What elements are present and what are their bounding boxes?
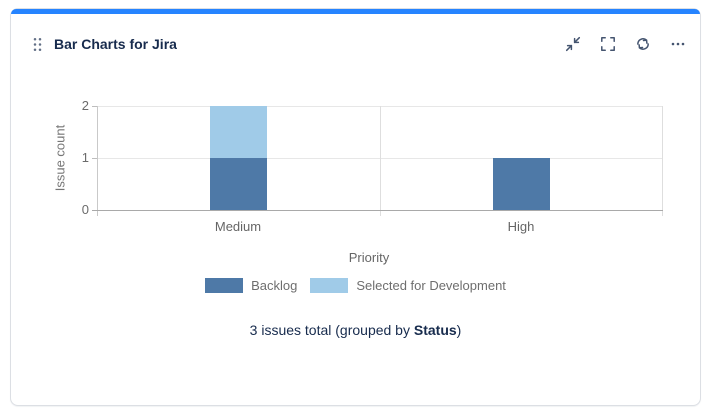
more-options-icon <box>671 42 685 46</box>
y-tick-label: 0 <box>81 202 89 217</box>
fullscreen-button[interactable] <box>594 30 622 58</box>
refresh-button[interactable] <box>629 30 657 58</box>
gadget-accent-bar <box>11 9 700 14</box>
x-axis-title: Priority <box>348 250 390 265</box>
gadget-card: Bar Charts for Jira <box>10 8 701 406</box>
y-axis-line <box>97 106 98 216</box>
bar-segment-backlog[interactable] <box>493 158 550 210</box>
legend: Backlog Selected for Development <box>11 278 700 293</box>
gadget-header: Bar Charts for Jira <box>11 14 700 58</box>
bar-segment-selected-for-development[interactable] <box>210 106 267 158</box>
legend-label: Selected for Development <box>356 278 506 293</box>
x-axis-line <box>92 210 663 211</box>
header-actions <box>559 30 692 58</box>
minimize-button[interactable] <box>559 30 587 58</box>
category-divider-line <box>380 106 381 216</box>
x-tick-medium: Medium <box>214 219 262 234</box>
more-options-button[interactable] <box>664 30 692 58</box>
summary-text: 3 issues total (grouped by Status) <box>11 321 700 340</box>
summary-suffix: ) <box>456 322 462 338</box>
plot-right-border <box>662 106 663 216</box>
bar-segment-backlog[interactable] <box>210 158 267 210</box>
summary-prefix: 3 issues total (grouped by <box>249 322 414 338</box>
legend-swatch-selected-for-development <box>310 278 349 293</box>
legend-item-selected-for-development[interactable]: Selected for Development <box>310 278 506 293</box>
bar-medium[interactable] <box>210 106 267 210</box>
summary-group-field: Status <box>413 322 457 338</box>
plot-area <box>92 106 663 216</box>
minimize-icon <box>565 36 581 52</box>
drag-handle-icon[interactable] <box>32 36 42 52</box>
y-tick-mark <box>92 158 97 159</box>
y-tick-label: 2 <box>81 98 89 113</box>
bar-high[interactable] <box>493 158 550 210</box>
x-tick-high: High <box>507 219 535 234</box>
drag-dots-icon <box>33 37 41 51</box>
gadget-title: Bar Charts for Jira <box>54 36 177 52</box>
legend-label: Backlog <box>251 278 298 293</box>
refresh-icon <box>637 38 649 50</box>
y-tick-label: 1 <box>81 150 89 165</box>
legend-swatch-backlog <box>205 278 244 293</box>
fullscreen-icon <box>601 37 615 51</box>
y-tick-mark <box>92 106 97 107</box>
legend-item-backlog[interactable]: Backlog <box>205 278 297 293</box>
